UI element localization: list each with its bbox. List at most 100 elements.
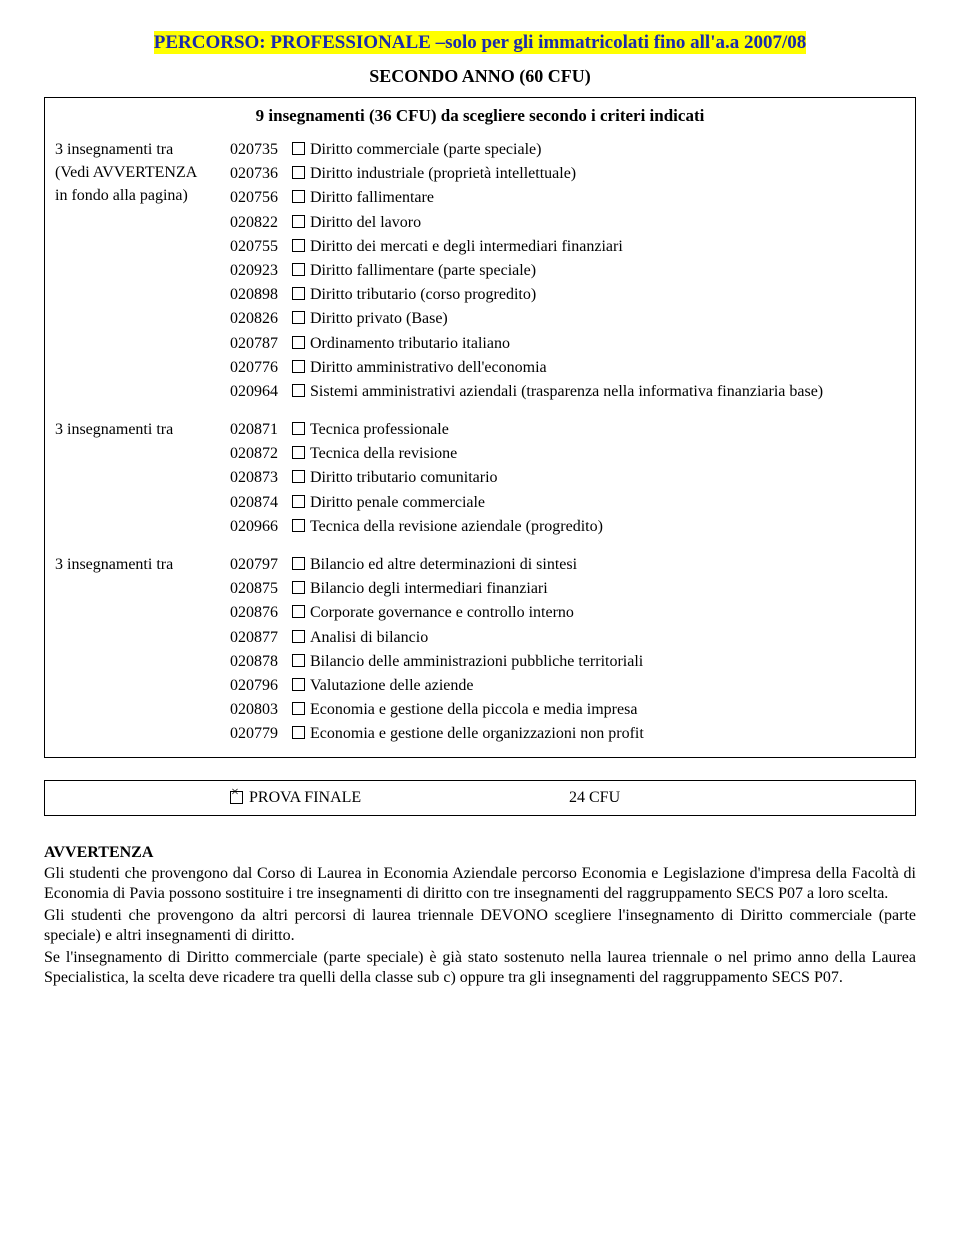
course-item: 020735 Diritto commerciale (parte special… <box>230 138 905 161</box>
avvertenza-block: AVVERTENZA Gli studenti che provengono d… <box>44 844 916 988</box>
course-list: 020735 Diritto commerciale (parte special… <box>230 138 905 404</box>
avvertenza-p2: Gli studenti che provengono da altri per… <box>44 906 916 946</box>
course-section: 3 insegnamenti tra(Vedi AVVERTENZAin fon… <box>55 138 905 404</box>
course-item: 020779 Economia e gestione delle organizz… <box>230 722 905 745</box>
course-item: 020787 Ordinamento tributario italiano <box>230 332 905 355</box>
course-checkbox[interactable] <box>292 702 305 715</box>
course-label: Corporate governance e controllo interno <box>310 604 574 621</box>
box-intro: 9 insegnamenti (36 CFU) da scegliere sec… <box>55 106 905 126</box>
course-checkbox[interactable] <box>292 678 305 691</box>
left-label-line: (Vedi AVVERTENZA <box>55 161 230 184</box>
prova-checkbox[interactable] <box>230 791 243 804</box>
course-code: 020898 <box>230 283 292 306</box>
course-label: Diritto industriale (proprietà intellett… <box>310 165 576 182</box>
course-item: 020873 Diritto tributario comunitario <box>230 466 905 489</box>
course-label: Diritto commerciale (parte speciale) <box>310 141 541 158</box>
course-code: 020822 <box>230 211 292 234</box>
course-list: 020797 Bilancio ed altre determinazioni d… <box>230 553 905 747</box>
course-checkbox[interactable] <box>292 422 305 435</box>
course-label: Ordinamento tributario italiano <box>310 335 510 352</box>
course-code: 020871 <box>230 418 292 441</box>
course-code: 020876 <box>230 601 292 624</box>
course-checkbox[interactable] <box>292 557 305 570</box>
course-item: 020875Bilancio degli intermediari finanz… <box>230 577 905 600</box>
course-code: 020776 <box>230 356 292 379</box>
course-label: Diritto tributario comunitario <box>310 469 498 486</box>
course-label: Bilancio degli intermediari finanziari <box>310 580 548 597</box>
course-section: 3 insegnamenti tra020871 Tecnica professi… <box>55 418 905 539</box>
courses-box: 9 insegnamenti (36 CFU) da scegliere sec… <box>44 97 916 758</box>
course-item: 020877Analisi di bilancio <box>230 626 905 649</box>
course-label: Diritto del lavoro <box>310 214 421 231</box>
section-left-labels: 3 insegnamenti tra <box>55 418 230 539</box>
course-code: 020755 <box>230 235 292 258</box>
course-item: 020923 Diritto fallimentare (parte specia… <box>230 259 905 282</box>
prova-label: PROVA FINALE <box>249 789 569 807</box>
course-label: Sistemi amministrativi aziendali (traspa… <box>310 383 823 400</box>
course-checkbox[interactable] <box>292 215 305 228</box>
course-checkbox[interactable] <box>292 336 305 349</box>
course-checkbox[interactable] <box>292 384 305 397</box>
course-checkbox[interactable] <box>292 605 305 618</box>
course-item: 020872Tecnica della revisione <box>230 442 905 465</box>
course-code: 020826 <box>230 307 292 330</box>
course-item: 020826 Diritto privato (Base) <box>230 307 905 330</box>
course-code: 020779 <box>230 722 292 745</box>
course-checkbox[interactable] <box>292 654 305 667</box>
course-checkbox[interactable] <box>292 190 305 203</box>
course-checkbox[interactable] <box>292 166 305 179</box>
course-label: Diritto amministrativo dell'economia <box>310 359 547 376</box>
course-checkbox[interactable] <box>292 630 305 643</box>
course-code: 020964 <box>230 380 292 403</box>
course-label: Diritto dei mercati e degli intermediari… <box>310 238 623 255</box>
course-code: 020787 <box>230 332 292 355</box>
course-checkbox[interactable] <box>292 239 305 252</box>
course-label: Economia e gestione delle organizzazioni… <box>310 725 644 742</box>
course-checkbox[interactable] <box>292 446 305 459</box>
course-item: 020822 Diritto del lavoro <box>230 211 905 234</box>
course-checkbox[interactable] <box>292 311 305 324</box>
course-code: 020756 <box>230 186 292 209</box>
course-label: Diritto penale commerciale <box>310 494 485 511</box>
course-checkbox[interactable] <box>292 142 305 155</box>
course-label: Diritto fallimentare (parte speciale) <box>310 262 536 279</box>
course-item: 020878Bilancio delle amministrazioni pub… <box>230 650 905 673</box>
course-label: Tecnica della revisione <box>310 445 457 462</box>
avvertenza-p1: Gli studenti che provengono dal Corso di… <box>44 864 916 904</box>
course-item: 020796 Valutazione delle aziende <box>230 674 905 697</box>
left-label-line: 3 insegnamenti tra <box>55 138 230 161</box>
course-label: Bilancio ed altre determinazioni di sint… <box>310 556 577 573</box>
course-item: 020898Diritto tributario (corso progredi… <box>230 283 905 306</box>
course-label: Valutazione delle aziende <box>310 677 473 694</box>
course-list: 020871 Tecnica professionale 020872Tecnica… <box>230 418 905 539</box>
course-item: 020964 Sistemi amministrativi aziendali (… <box>230 380 905 403</box>
course-code: 020797 <box>230 553 292 576</box>
course-label: Tecnica della revisione aziendale (progr… <box>310 518 603 535</box>
course-checkbox[interactable] <box>292 360 305 373</box>
course-code: 020803 <box>230 698 292 721</box>
course-checkbox[interactable] <box>292 726 305 739</box>
course-checkbox[interactable] <box>292 470 305 483</box>
course-checkbox[interactable] <box>292 519 305 532</box>
left-label-line: in fondo alla pagina) <box>55 184 230 207</box>
course-code: 020923 <box>230 259 292 282</box>
course-label: Diritto privato (Base) <box>310 310 448 327</box>
course-item: 020755 Diritto dei mercati e degli interm… <box>230 235 905 258</box>
course-checkbox[interactable] <box>292 287 305 300</box>
left-label-line: 3 insegnamenti tra <box>55 418 230 441</box>
section-left-labels: 3 insegnamenti tra(Vedi AVVERTENZAin fon… <box>55 138 230 404</box>
page-title: PERCORSO: PROFESSIONALE –solo per gli im… <box>154 31 807 54</box>
course-section: 3 insegnamenti tra020797Bilancio ed altr… <box>55 553 905 747</box>
course-label: Tecnica professionale <box>310 421 449 438</box>
course-code: 020873 <box>230 466 292 489</box>
page-title-line: PERCORSO: PROFESSIONALE –solo per gli im… <box>44 32 916 54</box>
course-item: 020803Economia e gestione della piccola … <box>230 698 905 721</box>
course-code: 020735 <box>230 138 292 161</box>
course-item: 020797 Bilancio ed altre determinazioni d… <box>230 553 905 576</box>
course-checkbox[interactable] <box>292 495 305 508</box>
course-checkbox[interactable] <box>292 581 305 594</box>
course-code: 020874 <box>230 491 292 514</box>
page-subtitle: SECONDO ANNO (60 CFU) <box>44 66 916 87</box>
course-code: 020796 <box>230 674 292 697</box>
course-checkbox[interactable] <box>292 263 305 276</box>
